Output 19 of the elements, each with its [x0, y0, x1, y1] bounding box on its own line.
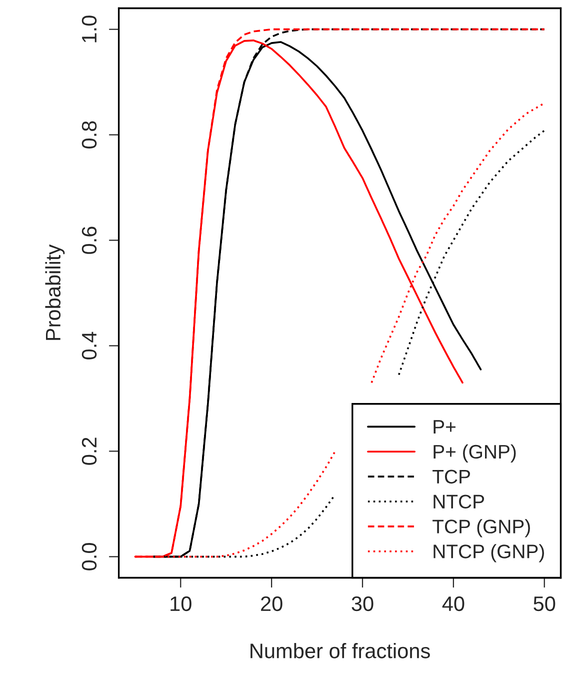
x-tick-label: 30 [352, 596, 374, 612]
y-tick-label: 0.6 [82, 226, 97, 254]
legend-label: TCP [432, 470, 470, 484]
y-tick-label: 0.2 [82, 438, 97, 465]
x-tick-label: 50 [534, 596, 556, 612]
legend-label: P+ [434, 420, 456, 434]
legend-label: TCP (GNP) [432, 519, 530, 538]
y-tick-label: 0.8 [82, 121, 97, 148]
legend-label: NTCP (GNP) [434, 544, 544, 562]
y-tick-label: 0.4 [82, 332, 97, 360]
x-axis-title: Number of fractions [250, 643, 430, 658]
y-tick-label: 0.0 [82, 543, 97, 570]
y-axis-title: Probability [45, 244, 65, 340]
legend-label: P+ (GNP) [434, 444, 516, 462]
x-tick-label: 20 [261, 596, 282, 612]
x-tick-label: 40 [442, 596, 464, 612]
legend-label: NTCP [434, 494, 484, 509]
x-tick-label: 10 [170, 596, 192, 612]
y-tick-label: 1.0 [82, 16, 97, 42]
